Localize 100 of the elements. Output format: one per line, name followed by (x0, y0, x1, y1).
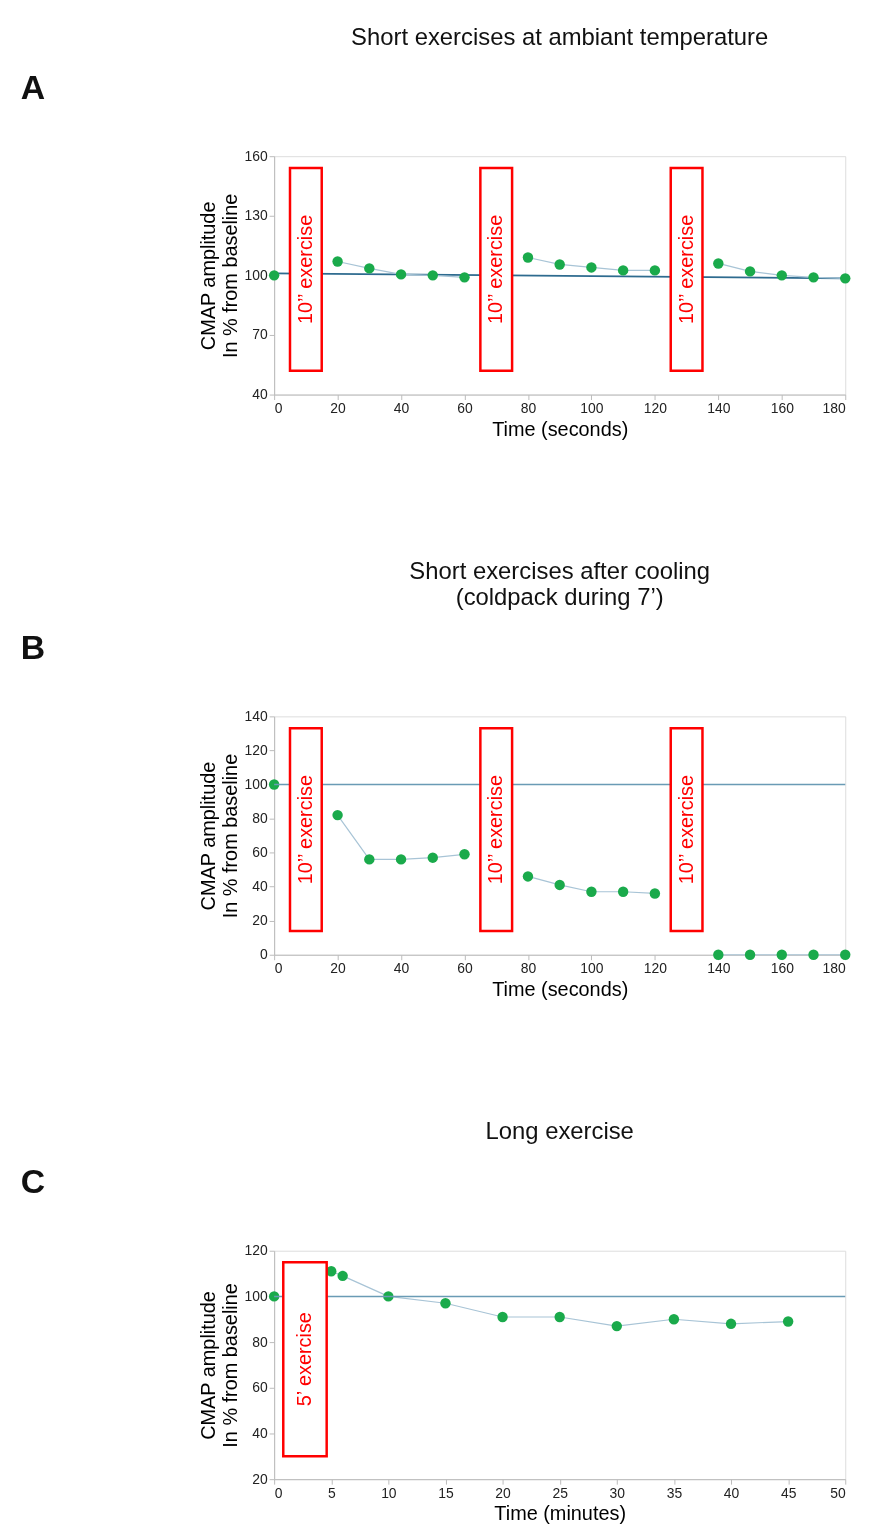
x-axis-title: Time (seconds) (492, 417, 629, 440)
point (337, 1270, 348, 1282)
text: C (20, 1162, 46, 1201)
y-tick-label: 130 (244, 207, 268, 224)
point (395, 269, 407, 280)
x-tick-label: 160 (770, 960, 795, 977)
point (617, 265, 629, 276)
point (522, 871, 534, 882)
y-tick-label: 140 (244, 707, 268, 724)
point (808, 272, 819, 283)
x-tick-label: 35 (666, 1484, 683, 1501)
point (459, 849, 470, 860)
y-tick-label: 120 (244, 1242, 268, 1259)
x-tick-label: 120 (643, 960, 668, 977)
x-tick-label: 5 (327, 1484, 336, 1501)
x-axis-title: Time (seconds) (492, 977, 629, 1000)
y-tick-label: 20 (252, 1470, 268, 1487)
x-tick-label: 15 (438, 1484, 454, 1501)
x-tick-label: 0 (274, 399, 283, 416)
y-tick-label: 100 (244, 1287, 268, 1304)
point (459, 272, 470, 283)
x-tick-label: 80 (520, 960, 537, 977)
y-tick-label: 80 (252, 1333, 268, 1350)
point (427, 852, 438, 863)
text: B (20, 627, 46, 666)
chart-title: Long exercise (485, 1117, 634, 1145)
point (332, 809, 343, 821)
y-tick-label: 70 (252, 326, 268, 343)
point (268, 270, 280, 281)
x-axis-title: Time (minutes) (494, 1502, 627, 1525)
y-axis-title: CMAP amplitude In % from baseline (196, 1283, 241, 1448)
x-tick-label: 40 (393, 960, 410, 977)
point (840, 273, 851, 284)
y-tick-label: 100 (244, 266, 268, 283)
point (649, 265, 661, 276)
chart-title: Short exercises at ambiant temperature (351, 22, 769, 50)
x-tick-label: 100 (580, 960, 604, 977)
point (776, 270, 787, 281)
point (776, 949, 787, 960)
band-label: 10’’ exercise (293, 774, 316, 885)
chart-title: Short exercises after cooling (coldpack during 7’) (409, 557, 711, 611)
point (617, 886, 629, 897)
point (744, 949, 756, 960)
y-tick-label: 80 (252, 810, 268, 826)
point (782, 1316, 794, 1327)
x-tick-label: 80 (520, 399, 537, 416)
point (440, 1298, 451, 1309)
y-tick-label: 20 (252, 912, 268, 929)
y-tick-label: 40 (252, 878, 268, 895)
y-axis-title: CMAP amplitude In % from baseline (196, 753, 241, 919)
point (554, 259, 565, 270)
y-tick-label: 40 (252, 386, 268, 403)
band-label: 10’’ exercise (484, 214, 507, 325)
point (497, 1311, 508, 1323)
point (364, 854, 375, 865)
band-label: 10’’ exercise (293, 214, 316, 325)
y-tick-label: 40 (252, 1424, 268, 1441)
y-tick-label: 160 (244, 147, 268, 164)
x-tick-label: 0 (274, 960, 283, 977)
x-tick-label: 10 (381, 1484, 397, 1501)
point (808, 949, 819, 960)
x-tick-label: 140 (707, 399, 731, 416)
x-tick-label: 40 (723, 1484, 740, 1501)
band-label: 10’’ exercise (674, 774, 697, 885)
x-tick-label: 20 (495, 1484, 512, 1501)
x-tick-label: 180 (822, 399, 846, 416)
point (713, 949, 724, 960)
x-tick-label: 60 (457, 960, 473, 977)
point (611, 1320, 623, 1332)
point (713, 258, 724, 269)
y-tick-label: 60 (252, 1379, 268, 1396)
y-tick-label: 120 (244, 741, 268, 758)
x-tick-label: 100 (580, 399, 604, 416)
x-tick-label: 180 (822, 960, 846, 977)
x-tick-label: 40 (393, 399, 410, 416)
point (395, 854, 407, 865)
x-tick-label: 45 (780, 1484, 797, 1501)
y-tick-label: 60 (252, 844, 268, 861)
point (427, 270, 438, 281)
point (744, 266, 756, 277)
point (668, 1314, 680, 1325)
point (268, 779, 280, 790)
x-tick-label: 30 (609, 1484, 626, 1501)
x-tick-label: 160 (770, 399, 795, 416)
x-tick-label: 120 (643, 399, 668, 416)
point (725, 1318, 737, 1330)
x-tick-label: 140 (707, 960, 731, 977)
x-tick-label: 20 (330, 399, 347, 416)
text: A (20, 67, 46, 106)
point (586, 262, 597, 273)
point (522, 252, 534, 263)
point (554, 879, 565, 891)
x-tick-label: 20 (330, 960, 347, 977)
point (586, 886, 597, 897)
x-tick-label: 60 (457, 399, 473, 416)
point (364, 263, 375, 274)
point (554, 1311, 565, 1323)
point (332, 256, 343, 267)
point (649, 888, 661, 899)
y-axis-title: CMAP amplitude In % from baseline (196, 193, 241, 359)
